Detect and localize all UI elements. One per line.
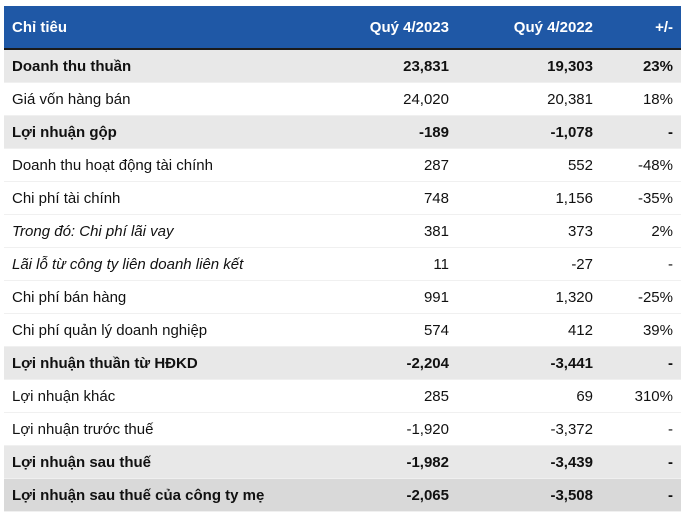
row-label: Lợi nhuận sau thuế của công ty mẹ: [4, 478, 334, 512]
table-row: Lợi nhuận sau thuế -1,982 -3,439-: [4, 445, 681, 479]
cell-value: -: [601, 247, 681, 281]
cell-value: 991: [334, 280, 457, 314]
row-label: Chi phí quản lý doanh nghiệp: [4, 313, 334, 347]
cell-value: -: [601, 346, 681, 380]
cell-value: 24,020: [334, 82, 457, 116]
cell-value: 412: [457, 313, 601, 347]
cell-value: 18%: [601, 82, 681, 116]
cell-value: 285: [334, 379, 457, 413]
cell-value: -1,920: [334, 412, 457, 446]
table-row: Lợi nhuận khác 285 69 310%: [4, 379, 681, 413]
table-body: Doanh thu thuần 23,831 19,303 23% Giá vốn hà…: [4, 49, 681, 512]
table-row: Lợi nhuận gộp -189 -1,078-: [4, 115, 681, 149]
row-label: Chi phí bán hàng: [4, 280, 334, 314]
row-label: Lợi nhuận sau thuế: [4, 445, 334, 479]
cell-value: 11: [334, 247, 457, 281]
row-label: Lãi lỗ từ công ty liên doanh liên kết: [4, 247, 334, 281]
cell-value: 373: [457, 214, 601, 248]
cell-value: 2%: [601, 214, 681, 248]
cell-value: 23%: [601, 49, 681, 83]
cell-value: -: [601, 412, 681, 446]
table-row: Chi phí quản lý doanh nghiệp 574 412 39%: [4, 313, 681, 347]
table-row: Chi phí bán hàng 991 1,320 -25%: [4, 280, 681, 314]
cell-value: -1,078: [457, 115, 601, 149]
cell-value: -35%: [601, 181, 681, 215]
header-cell: Quý 4/2023: [334, 6, 457, 50]
table-row: Lãi lỗ từ công ty liên doanh liên kết 11-…: [4, 247, 681, 281]
financial-table: Chỉ tiêu Quý 4/2023 Quý 4/2022 +/- Doanh th…: [4, 6, 681, 512]
table-row: Giá vốn hàng bán 24,020 20,381 18%: [4, 82, 681, 116]
cell-value: 39%: [601, 313, 681, 347]
row-label: Lợi nhuận thuần từ HĐKD: [4, 346, 334, 380]
cell-value: 69: [457, 379, 601, 413]
cell-value: 552: [457, 148, 601, 182]
cell-value: -: [601, 478, 681, 512]
cell-value: -3,439: [457, 445, 601, 479]
cell-value: -3,441: [457, 346, 601, 380]
table-row: Chi phí tài chính 748 1,156 -35%: [4, 181, 681, 215]
cell-value: 1,320: [457, 280, 601, 314]
cell-value: -3,372: [457, 412, 601, 446]
cell-value: 19,303: [457, 49, 601, 83]
cell-value: -48%: [601, 148, 681, 182]
cell-value: -189: [334, 115, 457, 149]
header-cell: Quý 4/2022: [457, 6, 601, 50]
header-cell: +/-: [601, 6, 681, 50]
cell-value: 23,831: [334, 49, 457, 83]
row-label: Trong đó: Chi phí lãi vay: [4, 214, 334, 248]
cell-value: -27: [457, 247, 601, 281]
table-row: Doanh thu hoạt động tài chính 287 552 -48%: [4, 148, 681, 182]
cell-value: -2,065: [334, 478, 457, 512]
header-cell: Chỉ tiêu: [4, 6, 334, 50]
row-label: Chi phí tài chính: [4, 181, 334, 215]
cell-value: 574: [334, 313, 457, 347]
table-row: Lợi nhuận trước thuế -1,920 -3,372-: [4, 412, 681, 446]
cell-value: 381: [334, 214, 457, 248]
table-row: Lợi nhuận thuần từ HĐKD -2,204 -3,441-: [4, 346, 681, 380]
cell-value: 310%: [601, 379, 681, 413]
cell-value: -25%: [601, 280, 681, 314]
cell-value: -2,204: [334, 346, 457, 380]
cell-value: -1,982: [334, 445, 457, 479]
cell-value: 20,381: [457, 82, 601, 116]
cell-value: -: [601, 445, 681, 479]
row-label: Lợi nhuận gộp: [4, 115, 334, 149]
row-label: Lợi nhuận khác: [4, 379, 334, 413]
table-row: Doanh thu thuần 23,831 19,303 23%: [4, 49, 681, 83]
cell-value: 287: [334, 148, 457, 182]
cell-value: 748: [334, 181, 457, 215]
table-row: Trong đó: Chi phí lãi vay 381 373 2%: [4, 214, 681, 248]
header-row: Chỉ tiêu Quý 4/2023 Quý 4/2022 +/-: [4, 6, 681, 50]
row-label: Lợi nhuận trước thuế: [4, 412, 334, 446]
row-label: Doanh thu thuần: [4, 49, 334, 83]
row-label: Doanh thu hoạt động tài chính: [4, 148, 334, 182]
cell-value: -3,508: [457, 478, 601, 512]
cell-value: 1,156: [457, 181, 601, 215]
table-row: Lợi nhuận sau thuế của công ty mẹ -2,065-…: [4, 478, 681, 512]
cell-value: -: [601, 115, 681, 149]
row-label: Giá vốn hàng bán: [4, 82, 334, 116]
